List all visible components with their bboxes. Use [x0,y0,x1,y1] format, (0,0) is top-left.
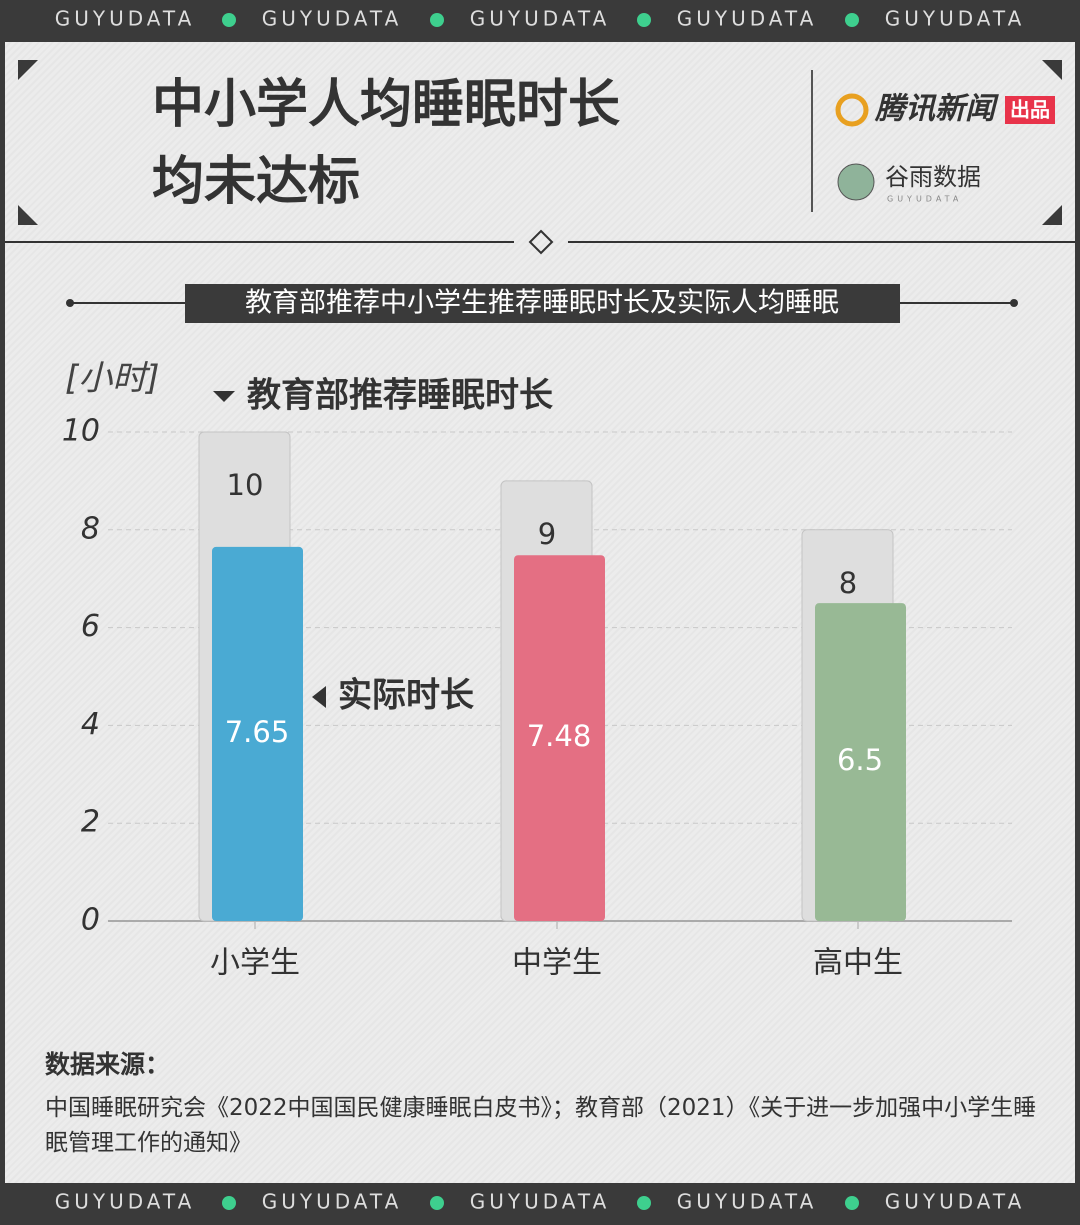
corner-marks [18,60,1062,225]
value-label: 7.65 [225,715,290,749]
y-tick-label: 8 [81,511,100,546]
banner-text: GUYUDATA [885,1190,1026,1214]
banner-text: GUYUDATA [55,1190,196,1214]
banner-dot [430,13,444,27]
chart-subtitle: 教育部推荐中小学生推荐睡眠时长及实际人均睡眠 [245,288,839,319]
banner-text: GUYUDATA [55,7,196,31]
brand-tag: 出品 [1010,98,1050,122]
title-line: 中小学人均睡眠时长 [152,75,620,135]
banner-text: GUYUDATA [262,7,403,31]
banner-dot [222,1196,236,1210]
banner-text: GUYUDATA [885,7,1026,31]
rule-dot [1010,299,1018,307]
banner-text: GUYUDATA [262,1190,403,1214]
banner-text: GUYUDATA [470,1190,611,1214]
banner-dot [845,13,859,27]
y-tick-label: 10 [62,414,100,449]
legend-marker [213,391,235,402]
value-label: 7.48 [527,719,592,753]
banner-text: GUYUDATA [470,7,611,31]
banner-dot [222,13,236,27]
value-label: 10 [227,468,264,502]
logo-icon [837,163,875,201]
legend-label: 教育部推荐睡眠时长 [247,376,553,416]
value-label: 9 [538,517,556,551]
actual-bar [514,555,605,921]
legend-label: 实际时长 [338,676,474,716]
source-label: 数据来源： [45,1050,171,1079]
source: 数据来源： 中国睡眠研究会《2022中国国民健康睡眠白皮书》；教育部（2021）… [45,1045,1045,1161]
x-tick-label: 小学生 [210,946,300,981]
brand-tag-box [1005,96,1055,124]
value-label: 6.5 [837,743,883,777]
banner-text: GUYUDATA [677,7,818,31]
source-text: 中国睡眠研究会《2022中国国民健康睡眠白皮书》；教育部（2021）《关于进一步… [45,1095,1037,1156]
rule-dot [66,299,74,307]
x-tick-label: 中学生 [512,946,602,981]
banner-dot [637,1196,651,1210]
x-tick-label: 高中生 [813,946,903,981]
title-line: 均未达标 [152,152,360,212]
y-tick-label: 4 [81,707,100,742]
legend-marker [312,686,326,708]
logo: 谷雨数据 [885,163,981,191]
brand-icon [835,93,869,127]
actual-bar [212,546,303,921]
subtitle-box [185,284,900,323]
y-axis-label: [小时] [65,359,160,399]
brand: 腾讯新闻 [874,92,999,127]
actual-bar [815,603,906,921]
logo-sub: GUYUDATA [887,195,962,204]
value-label: 8 [839,566,857,600]
banner-dot [430,1196,444,1210]
diamond [528,229,554,255]
banner-text: GUYUDATA [677,1190,818,1214]
banner-dot [637,13,651,27]
y-tick-label: 0 [81,903,100,938]
y-tick-label: 6 [81,609,100,644]
y-tick-label: 2 [81,805,100,840]
banner-dot [845,1196,859,1210]
